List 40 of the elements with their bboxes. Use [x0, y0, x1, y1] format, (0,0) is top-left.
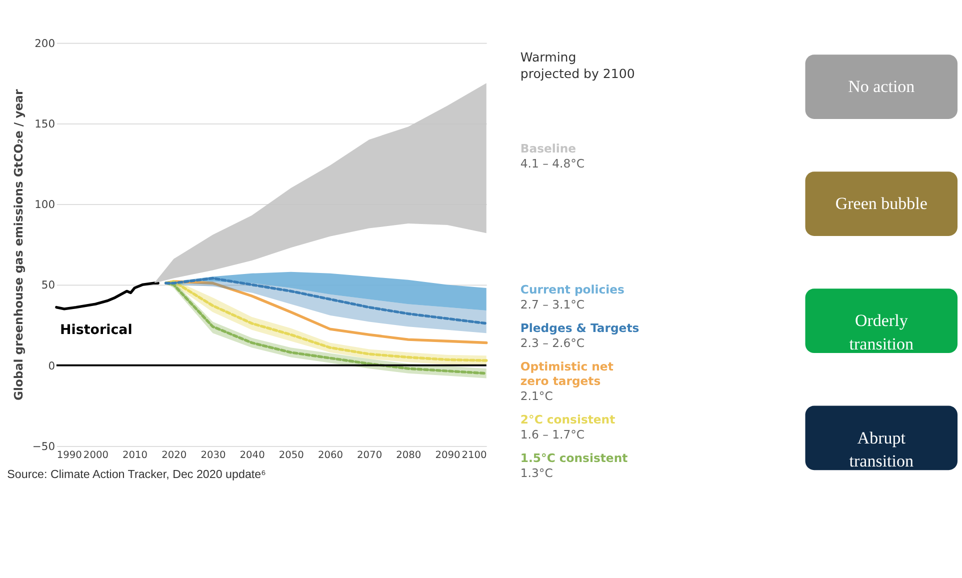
x-tick-label: 2080: [396, 450, 422, 462]
text: Orderly transition: [849, 311, 914, 354]
text: 1.6 – 1.7°C: [520, 428, 585, 442]
text: No action: [848, 77, 916, 96]
text: 4.1 – 4.8°C: [520, 156, 585, 171]
y-axis-title: Global greenhouse gas emissions GtCO₂e / year: [12, 88, 26, 400]
source-note: Source: Climate Action Tracker, Dec 2020 update⁶: [7, 468, 266, 482]
line-series: [55, 282, 160, 310]
text: Pledges & Targets: [520, 320, 640, 335]
text: 1.3°C: [520, 466, 553, 480]
x-tick-label: 2050: [278, 450, 304, 462]
x-tick-label: 1990: [56, 450, 82, 462]
legend-label: Baseline: [520, 141, 576, 156]
x-tick-label: 2030: [200, 450, 226, 462]
text: Green bubble: [835, 194, 928, 214]
text: 2.3 – 2.6°C: [520, 336, 585, 350]
text: Warming projected by 2100: [520, 50, 635, 81]
x-tick-label: 2090: [435, 450, 460, 462]
x-tick-label: 2100: [462, 450, 487, 462]
x-tick-label: 2020: [162, 450, 187, 462]
y-tick-label: 0: [48, 359, 56, 372]
y-tick-label: 150: [34, 118, 56, 131]
x-tick-label: 2000: [83, 450, 108, 462]
series-label: Historical: [60, 323, 132, 338]
x-tick-label: 2040: [240, 450, 265, 462]
y-tick-label: 50: [41, 278, 56, 292]
y-tick-label: 100: [34, 198, 56, 212]
legend-label: Current policies: [520, 282, 624, 296]
y-tick-label: 200: [34, 36, 56, 50]
text: 2°C consistent: [520, 412, 616, 426]
y-tick-label: −50: [32, 440, 56, 453]
text: Abrupt transition: [849, 428, 914, 471]
line-series: [164, 276, 488, 325]
text: 1.5°C consistent: [520, 450, 628, 465]
x-tick-label: 2060: [318, 450, 344, 462]
text: 2.7 – 3.1°C: [520, 298, 585, 312]
text: Optimistic net zero targets: [520, 359, 614, 388]
x-tick-label: 2010: [122, 450, 148, 462]
text: 2.1°C: [520, 388, 553, 403]
x-tick-label: 2070: [357, 450, 382, 462]
